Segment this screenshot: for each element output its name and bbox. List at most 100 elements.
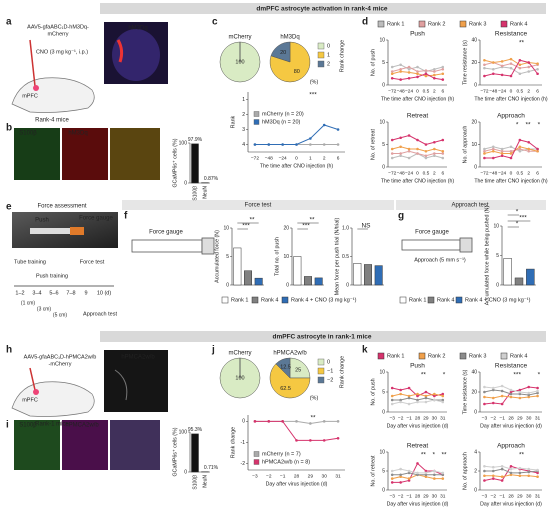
x-axis-label: The time after CNO injection (h): [381, 178, 454, 184]
text-label: mCherry: [47, 31, 68, 37]
y-tick-label: 20: [471, 389, 477, 395]
data-point: [518, 471, 522, 475]
x-tick-label: 30: [526, 415, 532, 421]
y-axis-label: Time resistance (s): [462, 369, 468, 414]
data-point: [441, 67, 445, 71]
panel-label: j: [211, 345, 215, 356]
chart-title: Resistance: [495, 363, 528, 370]
y-tick-label: 0: [346, 282, 349, 288]
data-point: [527, 393, 531, 397]
data-point: [407, 402, 411, 406]
bar: [526, 268, 535, 286]
data-point: [390, 398, 394, 402]
y-tick-label: 10: [379, 449, 385, 455]
data-point: [424, 400, 428, 404]
photo-signal: [116, 39, 124, 63]
data-point: [390, 469, 394, 473]
x-tick-label: 29: [423, 493, 429, 499]
panel-label: i: [6, 420, 9, 431]
y-tick-label: 100: [179, 429, 188, 435]
data-point: [483, 479, 486, 482]
significance: *: [432, 452, 435, 459]
data-point: [399, 145, 402, 149]
legend-swatch: [377, 20, 385, 28]
data-point: [509, 390, 513, 394]
data-point: [424, 394, 428, 398]
significance: **: [421, 372, 427, 379]
legend-swatch: [317, 376, 325, 384]
data-point: [491, 72, 495, 76]
data-point: [441, 152, 445, 155]
slice-label: 62.5: [280, 386, 291, 392]
text-label: 10 (d): [97, 290, 112, 296]
x-tick-label: −3: [389, 493, 395, 499]
data-point: [416, 152, 419, 155]
y-tick-label: 40: [471, 369, 477, 375]
x-tick-label: −3: [482, 415, 488, 421]
x-tick-label: 6: [337, 155, 340, 161]
text-label: CNO (3 mg kg⁻¹, i.p.): [36, 49, 88, 55]
y-tick-label: 4: [474, 449, 477, 455]
x-tick-label: −72: [480, 88, 488, 94]
series-line: [254, 420, 339, 441]
data-point: [491, 61, 495, 64]
data-point: [527, 140, 531, 144]
data-point: [500, 73, 504, 77]
data-point: [424, 143, 428, 146]
data-point: [309, 143, 312, 146]
data-point: [500, 394, 504, 398]
data-point: [399, 481, 402, 484]
x-tick-label: 30: [526, 493, 532, 499]
x-axis-label: Day after virus injection (d): [480, 501, 542, 507]
data-point: [441, 138, 445, 142]
legend-swatch: [317, 367, 325, 375]
photo: [110, 420, 160, 470]
photo: [14, 420, 60, 470]
photo: [14, 128, 60, 180]
pie-slice: [289, 357, 311, 379]
data-point: [518, 392, 522, 396]
panel-label: c: [212, 17, 218, 28]
data-point: [441, 156, 445, 160]
text-label: 9: [84, 290, 87, 296]
pie-title: hPMCA2w/b: [273, 351, 307, 357]
text-label: AAV5-gfaABC₁D-hM3Dq-: [27, 24, 89, 30]
data-point: [536, 389, 539, 393]
legend-swatch: [399, 296, 407, 304]
text-label: (3 cm): [37, 306, 52, 312]
x-tick-label: 2: [527, 88, 530, 94]
data-point: [295, 143, 298, 146]
legend-label: Rank 1: [387, 353, 404, 359]
text-label: Force gauge: [415, 230, 449, 236]
legend-swatch: [500, 20, 508, 28]
y-tick-label: 0: [382, 164, 385, 170]
legend-swatch: [500, 352, 508, 360]
x-tick-label: −1: [406, 415, 412, 421]
bar: [233, 247, 242, 286]
x-tick-label: 31: [440, 493, 446, 499]
legend-swatch: [317, 51, 325, 59]
legend-title: Rank change: [339, 40, 345, 72]
data-point: [441, 471, 445, 475]
x-tick-label: 31: [440, 415, 446, 421]
data-point: [518, 147, 522, 151]
photo: [62, 128, 108, 180]
brain-outline: [11, 381, 95, 417]
significance: **: [442, 452, 448, 459]
data-point: [433, 147, 436, 151]
legend-label: 1: [327, 52, 330, 58]
y-tick-label: 3: [242, 127, 245, 133]
data-point: [407, 386, 411, 390]
data-point: [309, 439, 312, 442]
data-point: [407, 396, 411, 400]
data-point: [509, 62, 513, 65]
legend-swatch: [281, 296, 289, 304]
data-point: [336, 420, 340, 423]
data-point: [407, 469, 411, 473]
data-point: [536, 468, 539, 472]
tube-schematic: [131, 239, 203, 253]
data-point: [491, 396, 495, 400]
text-label: dmPFC astrocyte activation in rank-4 mic…: [256, 6, 388, 13]
y-tick-label: 0: [226, 282, 229, 288]
x-tick-label: 28: [508, 493, 514, 499]
